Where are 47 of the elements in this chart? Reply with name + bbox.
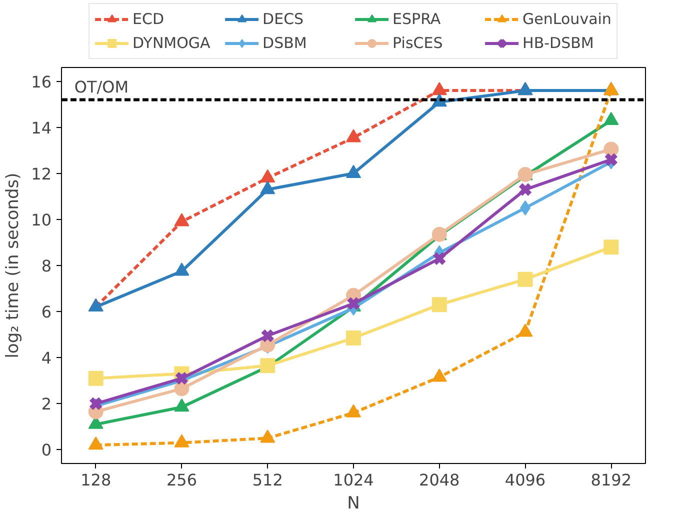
x-tick-label: 1024: [333, 470, 374, 490]
point: [604, 112, 619, 125]
y-tick-label: 12: [31, 164, 52, 184]
y-tick-label: 10: [31, 210, 52, 230]
point: [604, 142, 619, 157]
point: [260, 169, 276, 183]
point: [604, 240, 619, 255]
ref-line-label: OT/OM: [74, 78, 129, 97]
point: [88, 396, 103, 411]
point: [260, 328, 275, 343]
x-axis-title: N: [347, 494, 360, 514]
legend-label: ECD: [132, 10, 166, 28]
x-tick-label: 512: [252, 470, 283, 490]
legend-label: ESPRA: [392, 10, 442, 28]
point: [346, 330, 361, 346]
point: [346, 164, 361, 178]
point: [174, 381, 190, 396]
legend-label: DYNMOGA: [132, 34, 212, 52]
y-tick-label: 2: [41, 394, 52, 414]
y-tick-label: 14: [31, 118, 52, 138]
x-tick-label: 8192: [590, 470, 632, 490]
y-tick-label: 16: [31, 72, 52, 92]
y-tick-label: 4: [41, 348, 52, 368]
point: [346, 129, 361, 142]
x-tick-label: 256: [166, 470, 198, 490]
point: [174, 371, 189, 386]
x-tick-label: 2048: [419, 470, 460, 490]
point: [88, 370, 104, 386]
point: [518, 272, 533, 287]
legend-label: PisCES: [392, 34, 444, 52]
y-tick-label: 0: [41, 440, 52, 460]
point: [604, 152, 618, 167]
point: [432, 297, 447, 312]
legend-label: DSBM: [262, 34, 308, 52]
point: [432, 82, 447, 96]
x-tick-label: 128: [80, 470, 112, 490]
point: [518, 182, 532, 197]
point: [260, 180, 276, 194]
legend-label: GenLouvain: [522, 10, 612, 28]
legend-label: DECS: [262, 10, 305, 28]
legend-label: HB-DSBM: [522, 34, 595, 52]
y-tick-label: 6: [41, 302, 52, 322]
y-axis-title: log₂ time (in seconds): [3, 172, 24, 358]
point: [174, 213, 190, 226]
point: [432, 251, 446, 266]
x-tick-label: 4096: [504, 470, 546, 490]
y-tick-label: 8: [41, 256, 52, 276]
